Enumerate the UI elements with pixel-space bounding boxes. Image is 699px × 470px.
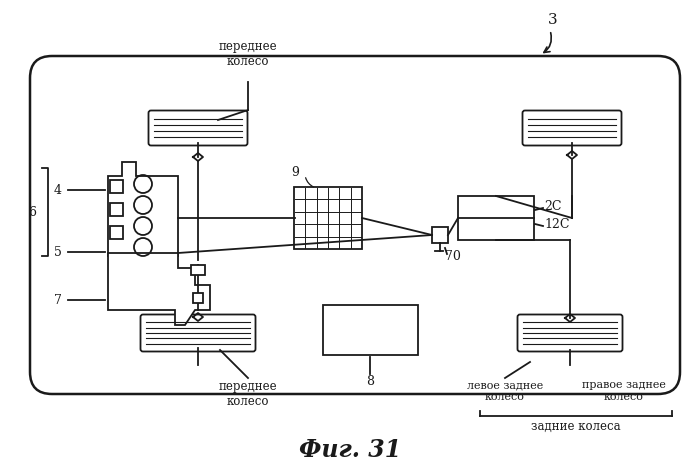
Text: 5: 5 — [54, 245, 62, 258]
Text: 3: 3 — [548, 13, 558, 27]
Text: 6: 6 — [28, 205, 36, 219]
Text: 12C: 12C — [544, 219, 570, 232]
Text: переднее
колесо: переднее колесо — [219, 40, 278, 68]
Bar — [193, 293, 203, 303]
Bar — [110, 203, 123, 216]
Text: 4: 4 — [54, 183, 62, 196]
FancyBboxPatch shape — [30, 56, 680, 394]
Bar — [191, 265, 205, 275]
Bar — [432, 227, 448, 243]
Text: Фиг. 31: Фиг. 31 — [299, 438, 401, 462]
Text: правое заднее
колесо: правое заднее колесо — [582, 380, 666, 401]
Text: 8: 8 — [366, 375, 374, 388]
Bar — [110, 180, 123, 193]
Text: 70: 70 — [445, 251, 461, 264]
Bar — [294, 187, 362, 249]
Bar — [110, 226, 123, 239]
Text: 7: 7 — [54, 293, 62, 306]
Text: задние колеса: задние колеса — [531, 420, 621, 433]
Bar — [322, 305, 417, 355]
Text: 2C: 2C — [544, 199, 561, 212]
Polygon shape — [108, 253, 210, 325]
FancyBboxPatch shape — [140, 314, 256, 352]
FancyBboxPatch shape — [522, 110, 621, 146]
Text: 9: 9 — [291, 165, 299, 179]
Text: переднее
колесо: переднее колесо — [219, 380, 278, 408]
FancyBboxPatch shape — [148, 110, 247, 146]
Bar — [458, 196, 534, 240]
Polygon shape — [108, 162, 178, 256]
FancyBboxPatch shape — [517, 314, 623, 352]
Text: левое заднее
колесо: левое заднее колесо — [467, 380, 543, 401]
